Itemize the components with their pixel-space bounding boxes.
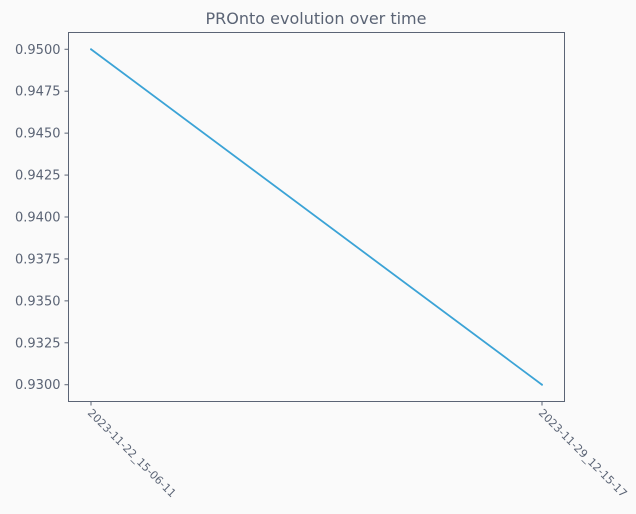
data-point bbox=[90, 48, 92, 51]
y-tick-label: 0.9450 bbox=[15, 127, 61, 142]
y-tick-label: 0.9400 bbox=[15, 211, 61, 226]
chart-title: PROnto evolution over time bbox=[206, 9, 427, 28]
y-tick-label: 0.9300 bbox=[15, 378, 61, 393]
y-tick-label: 0.9375 bbox=[15, 252, 61, 267]
y-tick-label: 0.9500 bbox=[15, 43, 61, 58]
series-group bbox=[90, 48, 543, 386]
y-axis: 0.9300 0.9325 0.9350 0.9375 0.9400 0.9425 0.94… bbox=[15, 43, 69, 393]
y-tick-label: 0.9325 bbox=[15, 336, 61, 351]
y-tick-label: 0.9350 bbox=[15, 294, 61, 309]
y-tick-label: 0.9425 bbox=[15, 169, 61, 184]
series-line bbox=[90, 48, 543, 386]
data-point bbox=[541, 383, 543, 386]
y-tick-label: 0.9475 bbox=[15, 85, 61, 100]
